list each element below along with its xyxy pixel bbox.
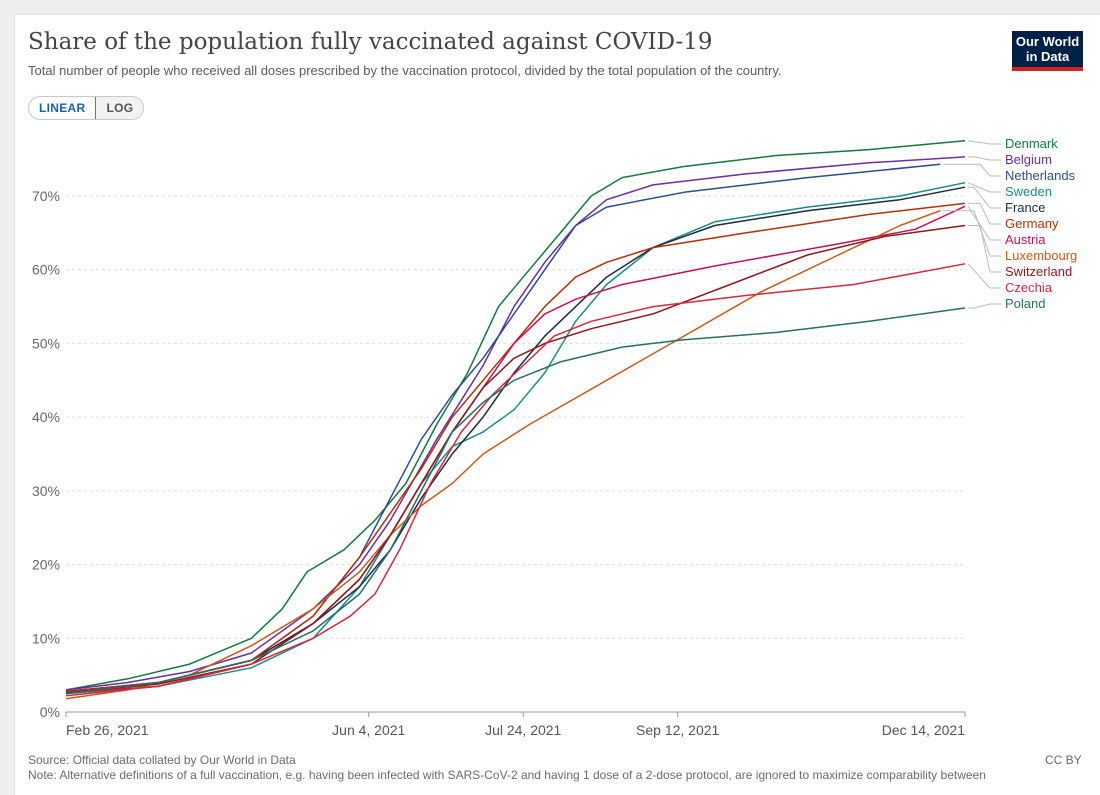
series-line-czechia[interactable]: [65, 263, 966, 697]
chart-card: Share of the population fully vaccinated…: [14, 14, 1100, 795]
legend-connector: [968, 186, 1001, 209]
y-tick-label: 20%: [32, 557, 60, 573]
x-tick-label: Jun 4, 2021: [332, 722, 405, 738]
legend-label-luxembourg[interactable]: Luxembourg: [1005, 248, 1077, 263]
legend-label-sweden[interactable]: Sweden: [1005, 184, 1052, 199]
legend-label-denmark[interactable]: Denmark: [1005, 136, 1058, 151]
series-line-poland[interactable]: [65, 307, 966, 695]
legend-label-poland[interactable]: Poland: [1005, 296, 1045, 311]
owid-logo[interactable]: Our World in Data: [1012, 31, 1083, 71]
legend-label-belgium[interactable]: Belgium: [1005, 152, 1052, 167]
legend-label-czechia[interactable]: Czechia: [1005, 280, 1053, 295]
y-tick-label: 70%: [32, 188, 60, 204]
series-line-austria[interactable]: [65, 205, 966, 694]
series-line-germany[interactable]: [65, 202, 966, 693]
legend-label-germany[interactable]: Germany: [1005, 216, 1059, 231]
legend: DenmarkBelgiumNetherlandsSwedenFranceGer…: [943, 136, 1077, 311]
series-line-switzerland[interactable]: [65, 224, 966, 694]
x-tick-label: Dec 14, 2021: [882, 722, 965, 738]
legend-connector: [967, 263, 1001, 289]
legend-connector: [967, 140, 1001, 145]
x-tick-label: Jul 24, 2021: [485, 722, 561, 738]
logo-line-2: in Data: [1025, 49, 1070, 64]
legend-connector: [967, 206, 1001, 241]
legend-connector: [943, 163, 1001, 177]
series-line-france[interactable]: [65, 186, 966, 693]
legend-connector: [968, 303, 1001, 309]
logo-line-1: Our World: [1015, 34, 1080, 49]
legend-label-austria[interactable]: Austria: [1005, 232, 1046, 247]
legend-connector: [968, 202, 1001, 225]
x-tick-label: Sep 12, 2021: [636, 722, 720, 738]
series-lines: [65, 139, 966, 700]
legend-connector: [968, 156, 1001, 161]
linear-scale-button[interactable]: LINEAR: [29, 97, 97, 119]
scale-toggle: LINEAR LOG: [28, 96, 145, 120]
chart-subtitle: Total number of people who received all …: [28, 63, 782, 78]
series-line-denmark[interactable]: [65, 139, 966, 691]
y-tick-label: 0%: [40, 704, 60, 720]
legend-label-switzerland[interactable]: Switzerland: [1005, 264, 1072, 279]
vaccination-line-chart: 0% 10% 20% 30% 40% 50% 60% 70% Feb 26, 2021 Jun 4…: [32, 136, 1077, 738]
chart-title: Share of the population fully vaccinated…: [28, 29, 713, 55]
y-tick-label: 10%: [32, 630, 60, 646]
y-tick-label: 50%: [32, 335, 60, 351]
legend-connector: [967, 182, 1001, 193]
legend-connector: [943, 210, 1001, 257]
series-line-belgium[interactable]: [65, 156, 966, 691]
legend-label-netherlands[interactable]: Netherlands: [1005, 168, 1076, 183]
log-scale-button[interactable]: LOG: [96, 97, 144, 119]
axes: 0% 10% 20% 30% 40% 50% 60% 70% Feb 26, 2021 Jun 4…: [32, 188, 966, 738]
y-tick-label: 60%: [32, 262, 60, 278]
y-tick-label: 30%: [32, 483, 60, 499]
series-line-netherlands[interactable]: [65, 163, 941, 693]
license-link[interactable]: CC BY: [1045, 753, 1082, 767]
gridlines: [66, 195, 965, 639]
source-text: Source: Official data collated by Our Wo…: [28, 753, 296, 767]
legend-connector: [968, 225, 1001, 273]
legend-label-france[interactable]: France: [1005, 200, 1045, 215]
x-tick-label: Feb 26, 2021: [66, 722, 149, 738]
series-line-luxembourg[interactable]: [65, 209, 941, 700]
y-tick-label: 40%: [32, 409, 60, 425]
